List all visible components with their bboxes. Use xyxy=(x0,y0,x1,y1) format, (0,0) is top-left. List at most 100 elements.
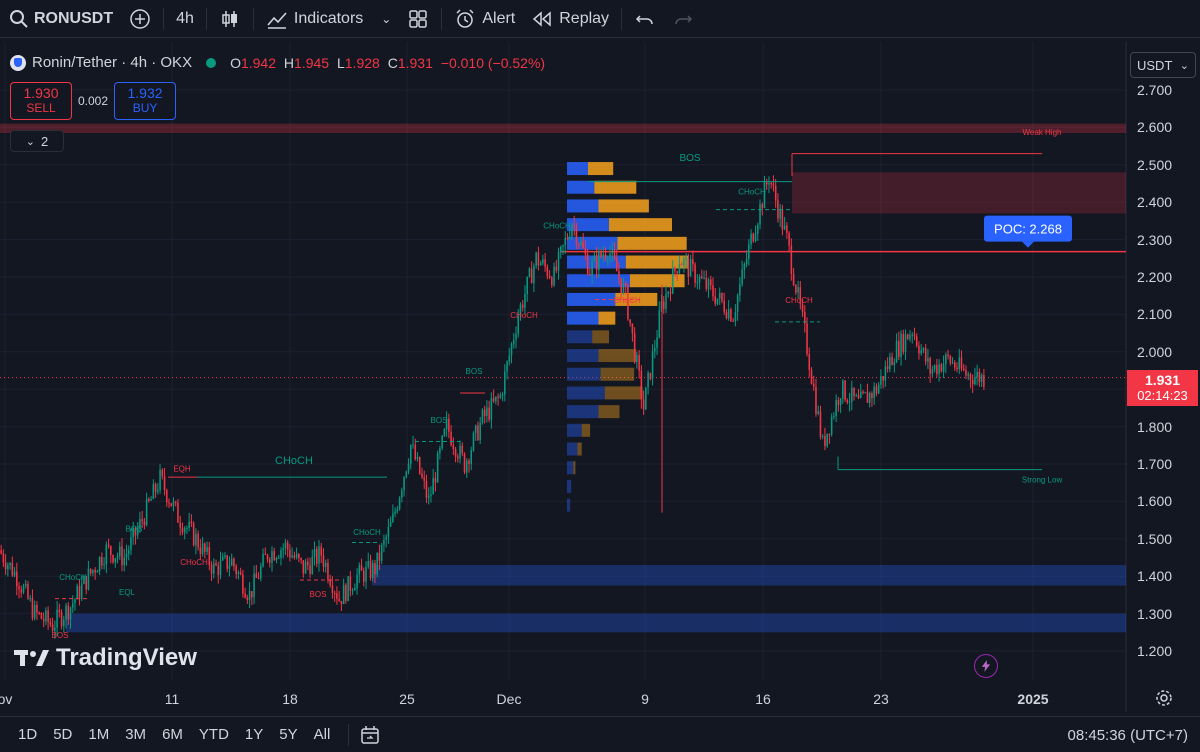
candle-body xyxy=(716,298,719,304)
range-button-5y[interactable]: 5Y xyxy=(279,726,298,743)
price-tick: 1.600 xyxy=(1137,493,1173,510)
candle-body xyxy=(29,598,32,600)
indicators-button[interactable]: Indicators ⌄ xyxy=(258,0,399,38)
candle-body xyxy=(533,265,535,284)
candle-body xyxy=(286,542,289,550)
range-button-1y[interactable]: 1Y xyxy=(244,726,264,743)
candle-body xyxy=(846,400,849,403)
candle-body xyxy=(938,364,940,375)
vp-bar-down xyxy=(609,218,672,232)
price-chart[interactable]: BOS CHoCH CHoCH Weak High Strong Low CHoCH EQH… xyxy=(0,42,1200,712)
candle-body xyxy=(148,498,150,501)
candle-body xyxy=(553,266,555,286)
candle-body xyxy=(734,312,737,322)
undo-button[interactable] xyxy=(626,0,664,38)
range-button-all[interactable]: All xyxy=(313,726,331,743)
sell-label: SELL xyxy=(26,101,56,115)
chart-type-button[interactable] xyxy=(211,0,249,38)
buy-button[interactable]: 1.932 BUY xyxy=(114,82,177,120)
range-button-5d[interactable]: 5D xyxy=(53,726,73,743)
candle-body xyxy=(141,519,143,522)
indicators-collapse-button[interactable]: ⌄ 2 xyxy=(10,130,64,152)
clock[interactable]: 08:45:36 (UTC+7) xyxy=(1067,727,1188,744)
candle-body xyxy=(320,546,323,556)
candle-body xyxy=(936,365,938,375)
candle-body xyxy=(125,553,128,558)
candle-body xyxy=(893,362,896,366)
range-button-3m[interactable]: 3M xyxy=(125,726,147,743)
sell-button[interactable]: 1.930 SELL xyxy=(10,82,72,120)
candle-body xyxy=(909,334,911,340)
candle-body xyxy=(535,252,537,266)
candle-body xyxy=(524,294,526,308)
candle-body xyxy=(971,379,974,385)
candle-body xyxy=(756,224,759,234)
lightning-icon[interactable] xyxy=(974,654,998,678)
candle-body xyxy=(2,553,5,563)
candle-body xyxy=(781,209,784,230)
candle-body xyxy=(190,521,193,524)
range-button-1m[interactable]: 1M xyxy=(88,726,110,743)
candle-body xyxy=(580,241,582,245)
candle-body xyxy=(687,258,690,277)
candle-body xyxy=(615,258,618,272)
candle-body xyxy=(0,550,2,554)
buy-price: 1.932 xyxy=(127,85,163,101)
candles-icon xyxy=(219,8,241,30)
candle-body xyxy=(515,333,517,340)
candle-body xyxy=(414,444,417,460)
price-tick: 1.500 xyxy=(1137,530,1173,547)
replay-button[interactable]: Replay xyxy=(523,0,617,38)
candle-body xyxy=(826,433,828,447)
spread-value: 0.002 xyxy=(78,94,109,108)
candle-body xyxy=(336,593,338,599)
candle-body xyxy=(4,562,7,570)
redo-button[interactable] xyxy=(664,0,702,38)
layouts-button[interactable] xyxy=(399,0,437,38)
candle-body xyxy=(20,589,23,593)
candle-body xyxy=(931,369,934,374)
candle-body xyxy=(228,565,231,569)
candle-body xyxy=(425,480,428,498)
candle-body xyxy=(13,571,16,576)
range-button-ytd[interactable]: YTD xyxy=(198,726,229,743)
candle-body xyxy=(401,490,403,498)
candles xyxy=(0,175,985,639)
candle-body xyxy=(736,295,739,313)
candle-body xyxy=(40,612,43,619)
symbol-title[interactable]: Ronin/Tether · 4h · OKX xyxy=(32,54,193,71)
candle-body xyxy=(665,293,667,309)
goto-date-button[interactable] xyxy=(359,724,381,746)
candle-body xyxy=(116,556,119,559)
price-tick: 2.000 xyxy=(1137,343,1173,360)
alert-button[interactable]: Alert xyxy=(446,0,523,38)
structure-label: CHoCH xyxy=(59,573,87,582)
symbol-search[interactable]: RONUSDT xyxy=(0,0,121,38)
candle-body xyxy=(448,418,450,432)
candle-body xyxy=(246,597,249,600)
interval-button[interactable]: 4h xyxy=(176,9,194,27)
range-button-1d[interactable]: 1D xyxy=(18,726,38,743)
candle-body xyxy=(454,448,457,457)
candle-body xyxy=(307,561,309,566)
vp-bar-down xyxy=(573,461,576,475)
candle-body xyxy=(333,592,336,594)
vp-bar-up xyxy=(567,311,599,325)
compare-button[interactable] xyxy=(121,0,159,38)
currency-selector[interactable]: USDT ⌄ xyxy=(1130,52,1196,78)
range-button-6m[interactable]: 6M xyxy=(162,726,183,743)
chevron-down-icon[interactable]: ⌄ xyxy=(381,11,392,26)
candle-body xyxy=(54,627,56,631)
candle-body xyxy=(163,476,166,491)
candle-body xyxy=(696,282,699,284)
candle-body xyxy=(709,279,712,286)
candle-body xyxy=(568,236,571,239)
settings-gear-icon[interactable] xyxy=(1155,689,1173,707)
candle-body xyxy=(497,396,499,398)
time-tick: Dec xyxy=(496,691,522,707)
candle-body xyxy=(83,576,85,584)
candle-body xyxy=(571,224,573,237)
candle-body xyxy=(33,604,36,619)
candle-body xyxy=(591,261,593,275)
candle-body xyxy=(114,558,117,563)
